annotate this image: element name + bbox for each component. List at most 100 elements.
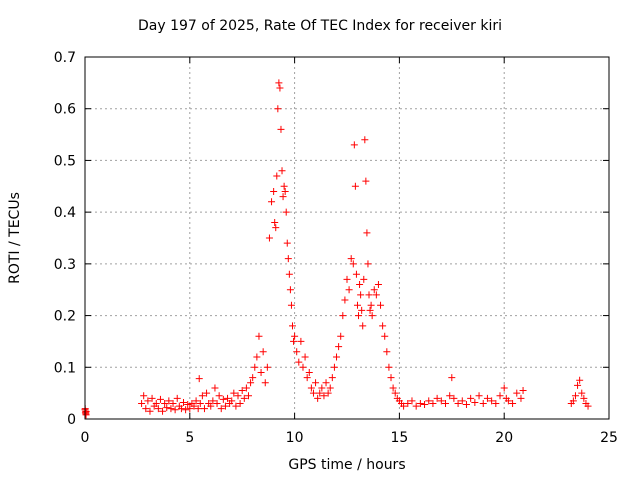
data-point [276,84,284,92]
data-point [322,379,330,387]
data-point [360,275,368,283]
data-point [387,374,395,382]
data-point [271,218,279,226]
data-point [446,392,454,400]
data-point [238,387,246,395]
data-point [412,402,420,410]
data-point [281,187,289,195]
data-point [291,332,299,340]
data-point [425,397,433,405]
data-point [471,398,479,406]
data-point [219,395,227,403]
data-point [171,406,179,414]
data-point [519,387,527,395]
data-point [433,394,441,402]
data-point [274,105,282,113]
data-point [215,392,223,400]
data-point [221,402,229,410]
data-point [259,348,267,356]
data-point [273,172,281,180]
data-point [500,384,508,392]
data-point [361,136,369,144]
data-point [343,275,351,283]
data-point [320,392,328,400]
data-point [240,394,248,402]
data-point [144,397,152,405]
data-point [278,167,286,175]
data-point [297,337,305,345]
data-point [408,397,416,405]
data-point [578,389,586,397]
data-point [349,260,357,268]
data-point [285,270,293,278]
data-point [195,375,203,383]
data-point [284,255,292,263]
data-point [200,405,208,413]
data-point [230,389,238,397]
data-point [173,394,181,402]
data-point [442,399,450,407]
y-tick-label: 0.5 [54,153,76,169]
data-point [280,182,288,190]
data-point [272,224,280,232]
data-point [364,260,372,268]
data-point [479,399,487,407]
data-point [290,337,298,345]
x-tick-label: 15 [390,430,408,446]
data-point [293,348,301,356]
data-point [404,399,412,407]
data-point [370,286,378,294]
data-point [467,394,475,402]
data-point [167,405,175,413]
data-point [213,399,221,407]
data-point [513,389,521,397]
data-point [207,402,215,410]
data-point [177,405,185,413]
data-point [368,312,376,320]
data-point [244,392,252,400]
data-point [301,353,309,361]
data-point [159,407,167,415]
data-point [350,141,358,149]
data-point [163,404,171,412]
data-point [492,399,500,407]
data-point [275,79,283,87]
data-point [263,363,271,371]
data-point [574,381,582,389]
data-point [509,399,517,407]
data-point [584,402,592,410]
data-point [365,291,373,299]
data-point [209,397,217,405]
data-point [367,301,375,309]
data-point [347,255,355,263]
data-point [504,397,512,405]
data-point [569,397,577,405]
data-point [333,353,341,361]
data-point [295,358,303,366]
chart-title: Day 197 of 2025, Rate Of TEC Index for r… [137,18,502,34]
data-point [416,399,424,407]
data-point [437,397,445,405]
data-point [152,399,160,407]
data-point [359,322,367,330]
y-tick-label: 0.6 [54,102,76,118]
y-tick-label: 0.1 [54,360,76,376]
data-point [450,394,458,402]
data-point [576,376,584,384]
data-point [330,363,338,371]
data-point [341,296,349,304]
data-point [355,312,363,320]
data-point [283,239,291,247]
data-point [142,405,150,413]
data-point [337,332,345,340]
data-point [358,306,366,314]
data-point [381,332,389,340]
x-axis-label: GPS time / hours [288,457,406,473]
data-point [224,394,232,402]
data-point [377,301,385,309]
data-point [279,193,287,201]
data-point [184,401,192,409]
data-point [517,394,525,402]
